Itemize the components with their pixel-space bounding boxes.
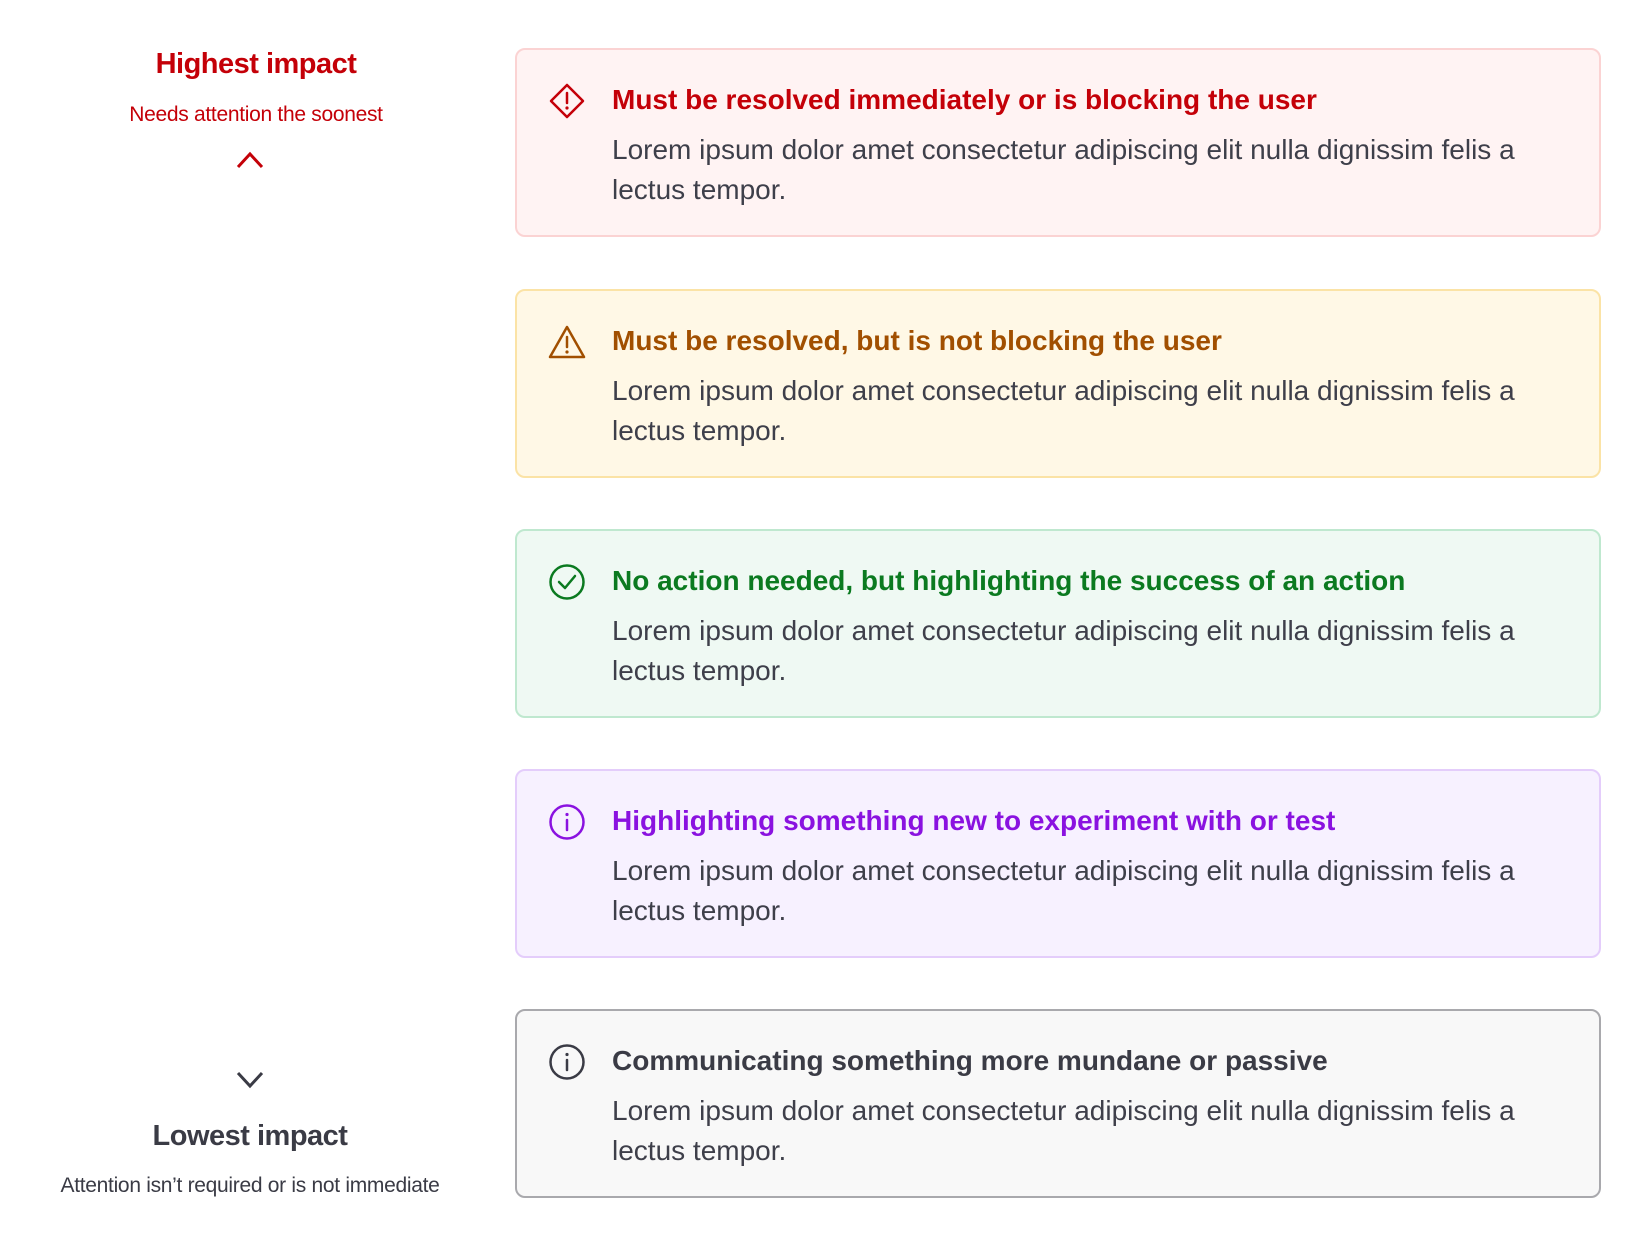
info-circle-icon: [549, 1044, 585, 1080]
alert-title: Communicating something more mundane or …: [612, 1045, 1328, 1076]
alert-card-neutral: Communicating something more mundane or …: [515, 1009, 1601, 1198]
lowest-impact-subtitle: Attention isn’t required or is not immed…: [60, 1174, 440, 1197]
alert-title: Must be resolved immediately or is block…: [612, 84, 1317, 115]
alert-card-critical: Must be resolved immediately or is block…: [515, 48, 1601, 237]
arrow-down-head-icon: [236, 1071, 264, 1089]
highest-impact-label: Highest impact: [155, 48, 357, 80]
alert-title: No action needed, but highlighting the s…: [612, 565, 1406, 596]
alert-body: Lorem ipsum dolor amet consectetur adipi…: [612, 375, 1515, 446]
info-circle-icon: [549, 804, 585, 840]
alert-card-warning: Must be resolved, but is not blocking th…: [515, 289, 1601, 478]
impact-scale-arrow: [236, 151, 264, 1089]
check-circle-icon: [549, 564, 585, 600]
warning-triangle-icon: [548, 325, 586, 359]
alert-card-success: No action needed, but highlighting the s…: [515, 529, 1601, 718]
alert-title: Must be resolved, but is not blocking th…: [612, 325, 1222, 356]
highest-impact-subtitle: Needs attention the soonest: [129, 103, 383, 126]
arrow-up-head-icon: [236, 151, 264, 169]
diamond-exclamation-icon: [549, 83, 585, 119]
lowest-impact-label: Lowest impact: [152, 1120, 348, 1152]
alert-body: Lorem ipsum dolor amet consectetur adipi…: [612, 134, 1515, 205]
alert-body: Lorem ipsum dolor amet consectetur adipi…: [612, 1095, 1515, 1166]
alert-body: Lorem ipsum dolor amet consectetur adipi…: [612, 615, 1515, 686]
alert-card-new: Highlighting something new to experiment…: [515, 769, 1601, 958]
alert-body: Lorem ipsum dolor amet consectetur adipi…: [612, 855, 1515, 926]
alert-title: Highlighting something new to experiment…: [612, 805, 1336, 836]
